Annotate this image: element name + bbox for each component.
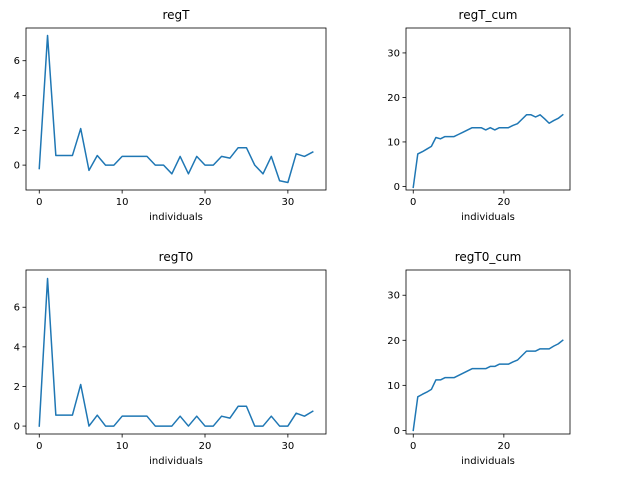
y-tick-label: 2 — [14, 126, 20, 137]
series-line-1 — [38, 34, 314, 184]
y-tick-label: 0 — [14, 422, 20, 433]
axes-frame — [25, 269, 327, 435]
x-tick-label: 10 — [116, 441, 129, 452]
x-tick-label: 0 — [36, 441, 42, 452]
x-tick-label: 0 — [410, 441, 416, 452]
x-tick-label: 10 — [116, 197, 129, 208]
x-axis-label: individuals — [461, 212, 515, 223]
y-tick-label: 2 — [14, 382, 20, 393]
series-line-1 — [38, 277, 314, 427]
x-tick-label: 20 — [497, 197, 510, 208]
y-tick-label: 6 — [14, 303, 20, 314]
chart-title: regT0 — [159, 250, 194, 264]
y-tick-label: 0 — [14, 161, 20, 172]
x-tick-label: 0 — [410, 197, 416, 208]
chart-title: regT_cum — [459, 8, 518, 22]
subplot-1: regT 0 10 20 30 0 2 4 6 individuals — [14, 8, 327, 223]
y-tick-label: 30 — [387, 48, 400, 59]
x-tick-label: 20 — [497, 441, 510, 452]
x-axis-label: individuals — [149, 212, 203, 223]
x-tick-label: 20 — [199, 197, 212, 208]
series-line-1 — [412, 339, 564, 432]
series-line-1 — [412, 113, 564, 189]
x-tick-label: 30 — [282, 197, 295, 208]
chart-title: regT — [163, 8, 191, 22]
y-tick-label: 10 — [387, 137, 400, 148]
axes-frame — [405, 27, 571, 191]
axes-frame — [25, 27, 327, 191]
y-tick-label: 0 — [394, 182, 400, 193]
y-tick-label: 0 — [394, 426, 400, 437]
y-tick-label: 4 — [14, 342, 20, 353]
x-axis-label: individuals — [461, 456, 515, 467]
y-tick-label: 6 — [14, 56, 20, 67]
subplot-4: regT0_cum 0 20 0 10 20 30 individuals — [387, 250, 571, 467]
x-tick-label: 30 — [282, 441, 295, 452]
x-tick-label: 20 — [199, 441, 212, 452]
y-tick-label: 20 — [387, 336, 400, 347]
subplot-3: regT0 0 10 20 30 0 2 4 6 individuals — [14, 250, 327, 467]
x-tick-label: 0 — [36, 197, 42, 208]
y-tick-label: 4 — [14, 91, 20, 102]
x-axis-label: individuals — [149, 456, 203, 467]
y-tick-label: 10 — [387, 381, 400, 392]
subplot-2: regT_cum 0 20 0 10 20 30 individuals — [387, 8, 571, 223]
chart-title: regT0_cum — [455, 250, 522, 264]
y-tick-label: 30 — [387, 291, 400, 302]
axes-frame — [405, 269, 571, 435]
y-tick-label: 20 — [387, 93, 400, 104]
